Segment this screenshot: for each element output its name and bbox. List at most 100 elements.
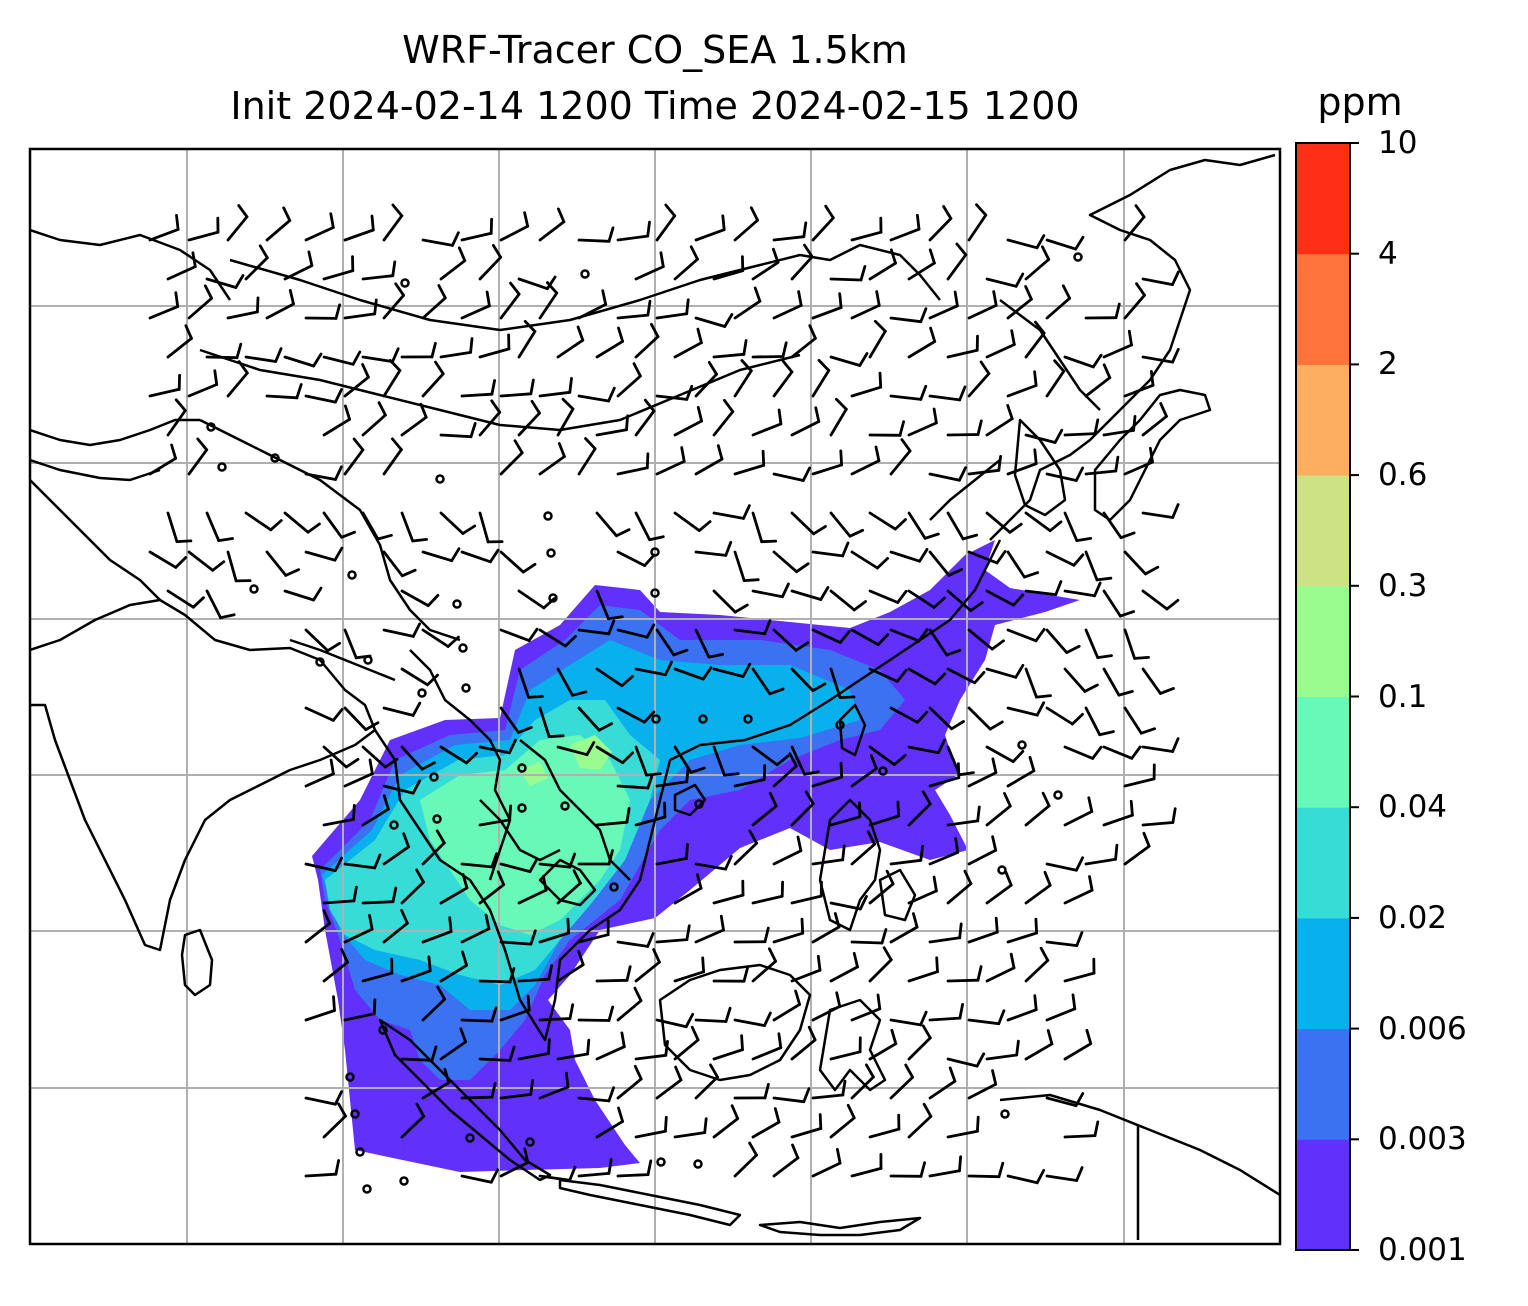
- wind-barb-flag: [643, 398, 656, 413]
- wind-barb-shaft: [1045, 472, 1078, 482]
- wind-barb-shaft: [772, 550, 798, 574]
- wind-barb-shaft: [517, 667, 531, 699]
- border-china-central: [199, 348, 801, 432]
- border-thailand: [479, 799, 561, 862]
- wind-barb-shaft: [772, 235, 806, 242]
- wind-barb-flag: [400, 568, 417, 578]
- wind-barb-flag: [306, 522, 321, 534]
- wind-barb-calm: [525, 1137, 535, 1147]
- wind-barb-shaft: [1045, 862, 1078, 872]
- wind-barb-shaft: [460, 550, 492, 564]
- wind-barb-shaft: [946, 433, 980, 437]
- border-kazakh: [30, 228, 232, 301]
- wind-barb-flag: [1127, 329, 1133, 347]
- wind-barb-flag: [203, 284, 214, 300]
- wind-barb-shaft: [616, 234, 650, 242]
- wind-barb-calm: [743, 714, 753, 724]
- wind-barb-flag: [430, 1045, 438, 1062]
- wind-barb-flag: [332, 995, 336, 1012]
- wind-barb-shaft: [577, 302, 608, 320]
- wind-barb-flag: [819, 586, 830, 601]
- wind-barb-shaft: [421, 238, 454, 247]
- wind-barb-shaft: [850, 940, 884, 945]
- wind-barb-flag: [950, 720, 965, 731]
- wind-barb-flag: [568, 852, 577, 869]
- wind-barb-shaft: [634, 1129, 667, 1139]
- wind-barb-shaft: [382, 214, 404, 242]
- border-pakistan: [30, 479, 161, 601]
- wind-barb-flag: [869, 754, 878, 770]
- wind-barb-flag: [768, 791, 778, 808]
- wind-barb-flag: [607, 1005, 615, 1022]
- wind-barb-shaft: [556, 407, 575, 437]
- wind-barb-shaft: [499, 706, 520, 734]
- wind-barb-flag: [312, 352, 323, 368]
- wind-barb-flag: [991, 1069, 998, 1086]
- wind-barb-shaft: [1006, 238, 1039, 250]
- wind-barb-shaft: [361, 413, 387, 437]
- wind-barb-shaft: [889, 449, 912, 476]
- wind-barb-shaft: [1123, 844, 1151, 866]
- wind-barb-flag: [334, 303, 342, 320]
- wind-barb-shaft: [595, 1120, 624, 1139]
- wind-barb-flag: [1083, 683, 1099, 693]
- wind-barb-flag: [617, 1106, 624, 1123]
- wind-barb-flag: [937, 738, 946, 755]
- wind-barb-flag: [333, 388, 343, 404]
- wind-barb-shaft: [1141, 277, 1174, 287]
- wind-barb-shaft: [655, 1078, 683, 1100]
- wind-barb-shaft: [382, 448, 403, 476]
- wind-barb-shaft: [187, 448, 209, 476]
- wind-barb-shaft: [928, 1169, 961, 1178]
- wind-barb-shaft: [148, 550, 178, 569]
- wind-barb-flag: [742, 504, 751, 520]
- wind-barb-shaft: [673, 970, 705, 983]
- wind-barb-flag: [465, 751, 479, 765]
- wind-barb-shaft: [850, 550, 879, 570]
- wind-barb-flag: [1041, 245, 1051, 261]
- wind-barb-flag: [419, 402, 428, 419]
- wind-barb-calm: [650, 588, 660, 598]
- wind-barb-flag: [816, 954, 822, 972]
- wind-barb-shaft: [790, 1038, 817, 1061]
- wind-barb-shaft: [595, 745, 624, 765]
- wind-barb-flag: [490, 852, 499, 869]
- map-frame: [28, 147, 1282, 1246]
- wind-barb-flag: [803, 243, 814, 259]
- wind-barb-shaft: [538, 220, 566, 242]
- wind-barb-shaft: [499, 451, 524, 476]
- wind-barb-shaft: [751, 959, 777, 983]
- wind-barb-flag: [1053, 359, 1066, 373]
- wind-barb-shaft: [148, 227, 180, 242]
- wind-barb-shaft: [265, 550, 288, 577]
- wind-barb-flag: [1150, 369, 1155, 387]
- wind-barb-shaft: [343, 1012, 376, 1022]
- wind-barb-shaft: [1024, 804, 1051, 827]
- wind-barb-flag: [377, 401, 387, 417]
- wind-barb-shaft: [421, 930, 453, 944]
- wind-barb-shaft: [985, 804, 1012, 827]
- wind-barb-flag: [777, 408, 783, 426]
- wind-barb-flag: [337, 1102, 347, 1118]
- wind-barb-flag: [742, 339, 748, 356]
- wind-barb-shaft: [1063, 1042, 1093, 1061]
- wind-barb-shaft: [946, 667, 976, 685]
- wind-barb-shaft: [907, 667, 937, 686]
- wind-barb-shaft: [538, 628, 567, 648]
- wind-barb-flag: [916, 213, 921, 231]
- wind-barb-flag: [213, 369, 219, 386]
- coast-philippines: [818, 798, 917, 932]
- wind-barb-shaft: [439, 433, 473, 439]
- wind-barb-flag: [217, 537, 235, 542]
- wind-barb-shaft: [1102, 589, 1122, 618]
- colorbar-segment: [1296, 585, 1350, 697]
- wind-barb-shaft: [361, 511, 380, 541]
- wind-barb-flag: [1033, 370, 1038, 387]
- wind-barb-flag: [508, 1045, 516, 1062]
- wind-barb-calm: [350, 1109, 360, 1119]
- colorbar-tick-label: 0.6: [1378, 457, 1428, 494]
- wind-barb-flag: [527, 627, 539, 642]
- wind-barb-shaft: [790, 589, 823, 601]
- wind-barb-flag: [411, 701, 422, 717]
